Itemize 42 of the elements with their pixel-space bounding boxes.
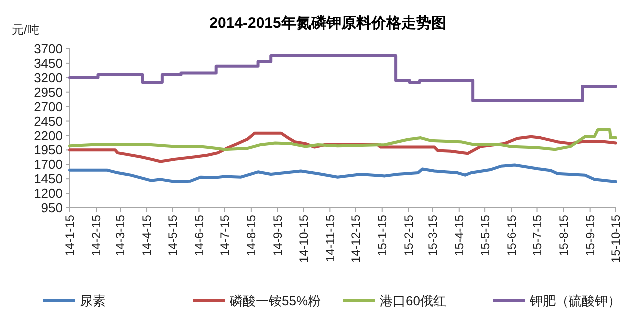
y-tick-label: 3200 [34, 70, 63, 86]
y-tick-label: 2200 [34, 128, 63, 144]
y-tick-label: 3700 [34, 42, 63, 57]
y-tick-label: 2950 [34, 84, 63, 100]
x-tick-label: 15-2-15 [402, 214, 416, 256]
x-tick-label: 14-5-15 [166, 214, 180, 256]
legend-label: 港口60俄红 [380, 294, 446, 309]
y-tick-label: 1200 [34, 186, 63, 202]
legend-label: 磷酸一铵55%粉 [229, 294, 322, 309]
x-tick-label: 14-9-15 [271, 214, 286, 256]
line-series [68, 128, 618, 152]
y-tick-label: 2700 [34, 99, 63, 114]
x-tick-label: 14-11-15 [323, 214, 338, 262]
x-tick-label: 15-4-15 [452, 214, 467, 256]
x-tick-label: 14-7-15 [218, 214, 232, 256]
y-tick-label: 1700 [34, 157, 63, 172]
x-tick-label: 15-6-15 [504, 214, 519, 256]
x-tick-label: 14-1-15 [63, 214, 78, 256]
legend-label: 尿素 [80, 294, 106, 309]
x-tick-label: 15-9-15 [584, 214, 598, 256]
x-tick-label: 15-8-15 [556, 214, 571, 256]
x-tick-label: 15-3-15 [426, 214, 440, 256]
y-axis-title: 元/吨 [12, 23, 40, 37]
x-tick-label: 14-10-15 [296, 214, 311, 264]
y-tick-label: 1950 [34, 142, 63, 158]
y-tick-label: 3450 [34, 56, 63, 72]
line-series [68, 164, 618, 184]
x-tick-label: 15-1-15 [376, 214, 390, 256]
x-tick-label: 14-3-15 [114, 214, 128, 256]
x-tick-label: 15-7-15 [530, 214, 544, 256]
y-tick-label: 2450 [34, 114, 63, 129]
x-tick-label: 14-2-15 [90, 214, 104, 256]
x-tick-label: 14-6-15 [192, 214, 206, 256]
x-tick-label: 14-12-15 [349, 214, 364, 264]
x-tick-label: 14-4-15 [140, 214, 154, 256]
y-tick-label: 950 [41, 200, 63, 216]
chart-title: 2014-2015年氮磷钾原料价格走势图 [210, 15, 446, 32]
x-tick-label: 15-5-15 [478, 214, 492, 256]
x-tick-label: 14-8-15 [244, 214, 259, 256]
x-tick-label: 15-10-15 [609, 214, 624, 264]
y-tick-label: 1450 [34, 172, 63, 187]
legend-label: 钾肥（硫酸钾） [529, 294, 621, 309]
